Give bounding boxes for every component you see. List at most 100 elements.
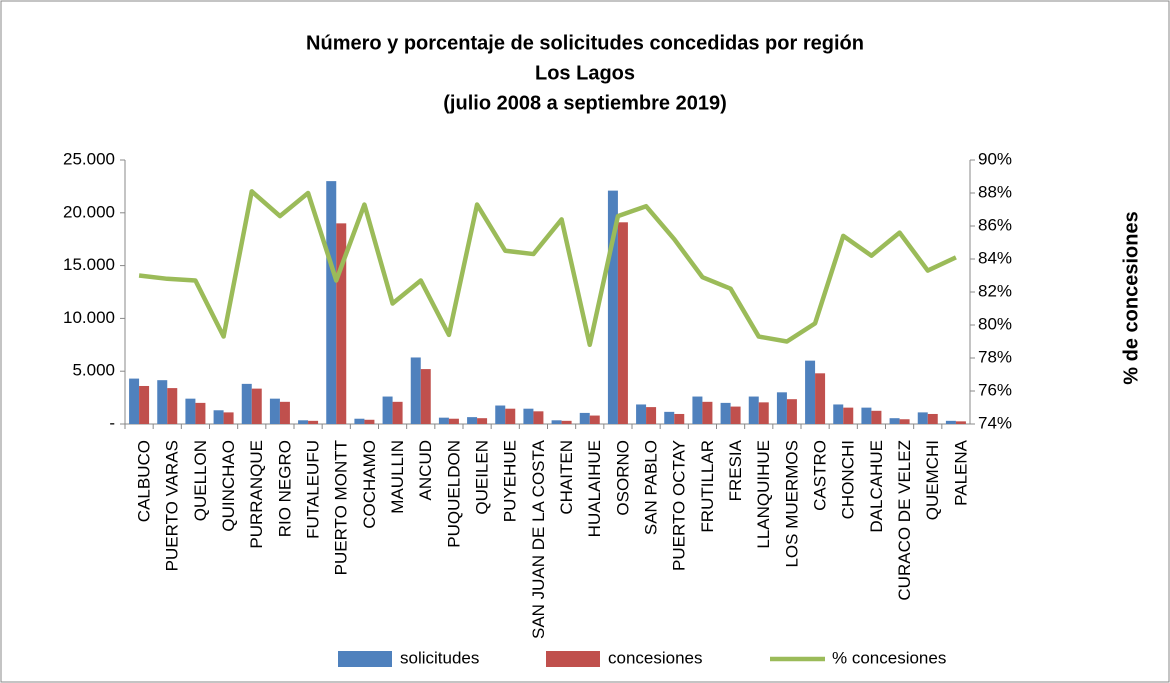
bar xyxy=(607,190,618,424)
legend-swatch xyxy=(546,651,600,667)
bar xyxy=(495,405,506,424)
bar xyxy=(589,415,600,424)
chart-title: (julio 2008 a septiembre 2019) xyxy=(443,92,726,114)
bar xyxy=(336,223,347,424)
x-tick-label: QUEMCHI xyxy=(923,440,942,520)
bar xyxy=(410,357,421,424)
y-tick-label: 25.000 xyxy=(63,149,115,168)
bar xyxy=(382,396,393,424)
bar xyxy=(523,408,534,424)
bar xyxy=(438,417,449,424)
bar xyxy=(646,407,657,424)
x-tick-label: HUALAIHUE xyxy=(585,440,604,537)
bar xyxy=(364,419,375,424)
chart-title: Los Lagos xyxy=(535,62,635,84)
legend-swatch xyxy=(338,651,392,667)
x-tick-label: COCHAMO xyxy=(360,440,379,529)
x-tick-label: QUELLON xyxy=(191,440,210,521)
x-tick-label: PUERTO OCTAY xyxy=(670,440,689,571)
x-tick-label: DALCAHUE xyxy=(867,440,886,533)
bar xyxy=(636,404,647,424)
x-tick-label: CHONCHI xyxy=(839,440,858,519)
bar xyxy=(579,412,590,424)
bar xyxy=(617,222,628,424)
bar xyxy=(805,360,816,424)
y2-tick-label: 76% xyxy=(978,380,1012,399)
legend-label: % concesiones xyxy=(832,648,946,667)
bar xyxy=(279,401,290,424)
bar xyxy=(167,388,178,424)
bar xyxy=(899,419,910,424)
x-tick-label: MAULLIN xyxy=(388,440,407,514)
bar xyxy=(843,407,854,424)
bar xyxy=(720,402,731,424)
bar xyxy=(664,411,675,424)
y2-tick-label: 82% xyxy=(978,281,1012,300)
bar xyxy=(702,401,713,424)
bar xyxy=(533,411,544,424)
bar xyxy=(776,392,787,424)
x-tick-label: CASTRO xyxy=(811,440,830,511)
bar xyxy=(298,420,309,424)
bar xyxy=(467,417,478,424)
x-tick-label: QUINCHAO xyxy=(219,440,238,532)
bar xyxy=(223,412,234,424)
y-tick-label: 10.000 xyxy=(63,308,115,327)
y-tick-label: 5.000 xyxy=(72,361,115,380)
bar xyxy=(955,421,966,424)
bar xyxy=(758,402,769,424)
bar xyxy=(129,378,140,424)
legend-label: concesiones xyxy=(608,648,703,667)
bar xyxy=(833,404,844,424)
x-tick-label: RIO NEGRO xyxy=(275,440,294,537)
bar xyxy=(917,412,928,424)
x-tick-label: OSORNO xyxy=(613,440,632,516)
x-tick-label: FUTALEUFU xyxy=(304,440,323,539)
bar xyxy=(354,418,365,424)
bar xyxy=(674,413,685,424)
legend-label: solicitudes xyxy=(400,648,479,667)
bar xyxy=(561,420,572,424)
bar xyxy=(157,380,168,424)
bar xyxy=(269,398,280,424)
bar xyxy=(139,385,150,424)
x-tick-label: PUYEHUE xyxy=(501,440,520,522)
x-tick-label: ANCUD xyxy=(416,440,435,500)
chart-title: Número y porcentaje de solicitudes conce… xyxy=(306,32,864,54)
bar xyxy=(551,420,562,424)
y2-tick-label: 74% xyxy=(978,413,1012,432)
x-tick-label: SAN PABLO xyxy=(642,440,661,535)
bar xyxy=(195,402,206,424)
bar xyxy=(308,420,319,424)
bar xyxy=(861,407,872,424)
bar xyxy=(889,418,900,424)
bar xyxy=(815,373,826,424)
bar xyxy=(420,369,431,424)
bar xyxy=(392,401,403,424)
bar xyxy=(448,418,459,424)
y-tick-label: - xyxy=(109,413,115,432)
bar xyxy=(871,410,882,424)
y2-tick-label: 80% xyxy=(978,314,1012,333)
bar xyxy=(477,418,488,424)
bar xyxy=(185,398,196,424)
bar xyxy=(748,396,759,424)
bar xyxy=(213,410,224,424)
y-tick-label: 15.000 xyxy=(63,255,115,274)
x-tick-label: PURRANQUE xyxy=(247,440,266,549)
bar xyxy=(326,181,337,424)
bar xyxy=(241,383,252,424)
line-series xyxy=(138,189,957,348)
x-tick-label: PUERTO MONTT xyxy=(332,440,351,575)
y2-tick-label: 84% xyxy=(978,248,1012,267)
x-tick-label: CALBUCO xyxy=(135,440,154,522)
y2-tick-label: 86% xyxy=(978,215,1012,234)
bar xyxy=(505,408,516,424)
bar xyxy=(251,388,262,424)
bar xyxy=(692,396,703,424)
x-tick-label: CHAITEN xyxy=(557,440,576,515)
bar xyxy=(927,413,938,424)
